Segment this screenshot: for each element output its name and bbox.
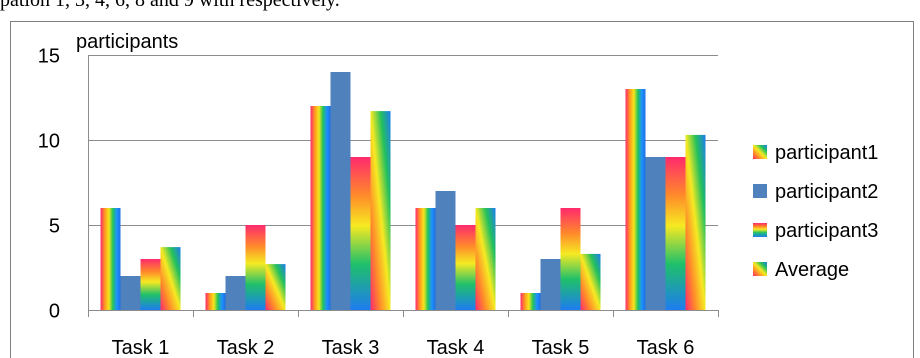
- bar-participant1-task-4: [415, 208, 436, 310]
- gridlines: [88, 55, 718, 226]
- bar-participant3-task-6: [665, 157, 686, 310]
- x-tick-label: Task 1: [112, 337, 170, 358]
- bar-participant1-task-6: [625, 89, 646, 310]
- bar-participant3-task-1: [140, 259, 161, 310]
- bar-participant1-task-1: [100, 208, 121, 310]
- bar-participant2-task-5: [540, 259, 561, 310]
- x-tick-label: Task 2: [217, 337, 275, 358]
- y-tick-label: 5: [49, 216, 60, 238]
- bar-participant2-task-2: [225, 276, 246, 310]
- bar-participant3-task-3: [350, 157, 371, 310]
- bar-participant2-task-3: [330, 72, 351, 310]
- legend-swatch: [753, 223, 767, 237]
- legend-swatch: [753, 184, 767, 198]
- legend-swatch: [753, 145, 767, 159]
- bars: [100, 72, 706, 310]
- y-tick-label: 15: [38, 46, 60, 68]
- bar-average-task-6: [685, 134, 706, 310]
- legend-label: Average: [775, 259, 849, 281]
- bar-participant2-task-6: [645, 157, 666, 310]
- bar-participant3-task-2: [245, 225, 266, 310]
- x-tick-label: Task 6: [637, 337, 695, 358]
- bar-average-task-1: [160, 247, 181, 310]
- bar-participant1-task-3: [310, 106, 331, 310]
- legend-label: participant3: [775, 220, 878, 242]
- x-axis: Task 1 Task 2 Task 3 Task 4 Task 5 Task 6: [88, 310, 719, 358]
- bar-participant3-task-5: [560, 208, 581, 310]
- legend: participant1 participant2 participant3 Aver…: [753, 142, 878, 281]
- bar-average-task-5: [580, 253, 601, 310]
- bar-average-task-4: [475, 208, 496, 310]
- legend-label: participant1: [775, 142, 878, 164]
- x-tick-label: Task 4: [427, 337, 485, 358]
- bar-average-task-3: [370, 111, 391, 310]
- bar-participant2-task-1: [120, 276, 141, 310]
- legend-swatch: [753, 262, 767, 276]
- bar-participant2-task-4: [435, 191, 456, 310]
- bar-participant1-task-5: [520, 293, 541, 310]
- bar-participant1-task-2: [205, 293, 226, 310]
- bar-average-task-2: [265, 264, 286, 310]
- chart-title: participants: [76, 31, 178, 53]
- bar-participant3-task-4: [455, 225, 476, 310]
- y-tick-label: 10: [38, 131, 60, 153]
- document-text-fragment: pation 1, 3, 4, 6, 8 and 9 with respecti…: [0, 0, 340, 11]
- x-tick-label: Task 5: [532, 337, 590, 358]
- y-axis: 0 5 10 15: [38, 46, 89, 323]
- legend-label: participant2: [775, 181, 878, 203]
- x-tick-label: Task 3: [322, 337, 380, 358]
- y-tick-label: 0: [49, 301, 60, 323]
